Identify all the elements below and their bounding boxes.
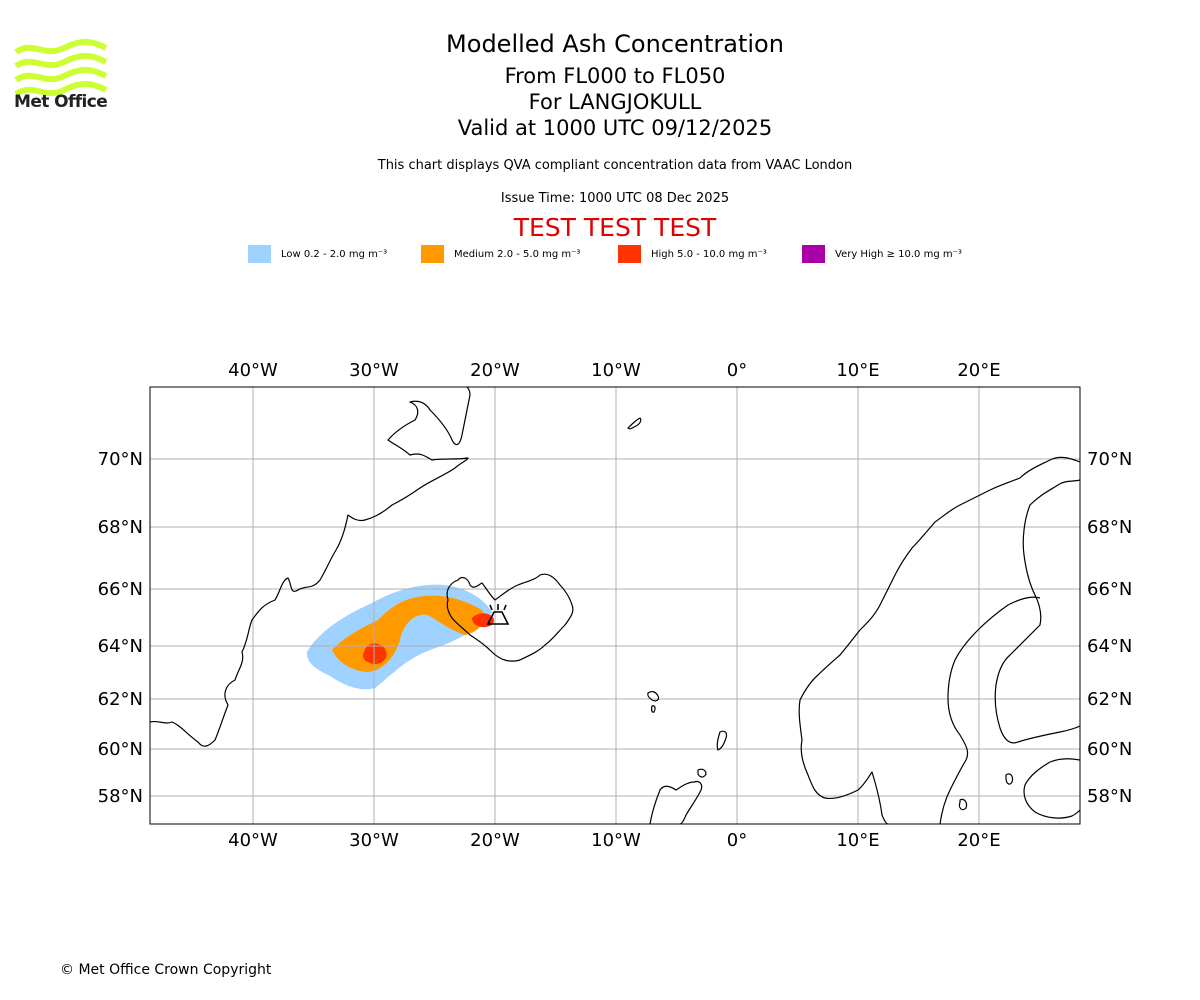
legend-label-low: Low 0.2 - 2.0 mg m⁻³ [281, 248, 388, 260]
lon-labels-bottom: 40°W 30°W 20°W 10°W 0° 10°E 20°E [228, 830, 1000, 851]
lat-label: 58°N [1087, 786, 1132, 807]
lon-label: 40°W [228, 830, 278, 851]
legend-swatch-medium [421, 245, 444, 263]
met-office-logo [14, 39, 108, 97]
lon-label: 10°E [836, 830, 879, 851]
lat-label: 66°N [98, 579, 143, 600]
volcano-name: For LANGJOKULL [528, 90, 702, 114]
lon-label: 20°W [470, 360, 520, 381]
legend-item-medium: Medium 2.0 - 5.0 mg m⁻³ [421, 244, 580, 264]
lat-label: 66°N [1087, 579, 1132, 600]
baltic-coastline [1023, 758, 1080, 819]
legend-label-medium: Medium 2.0 - 5.0 mg m⁻³ [454, 248, 581, 260]
legend-swatch-very-high [802, 245, 825, 263]
lon-label: 20°E [957, 830, 1000, 851]
lat-label: 60°N [1087, 739, 1132, 760]
valid-time: Valid at 1000 UTC 09/12/2025 [457, 116, 773, 140]
sweden-finland-coastline [994, 479, 1080, 744]
legend-swatch-high [618, 245, 641, 263]
greenland-coastline [150, 387, 471, 747]
lon-label: 40°W [228, 360, 278, 381]
chart-description: This chart displays QVA compliant concen… [377, 158, 853, 173]
legend-swatch-low [248, 245, 271, 263]
lon-label: 0° [727, 360, 747, 381]
map-gridlines [150, 387, 1080, 824]
orkney-coastline [697, 768, 707, 778]
lat-labels-left: 70°N 68°N 66°N 64°N 62°N 60°N 58°N [98, 449, 143, 807]
legend-label-high: High 5.0 - 10.0 mg m⁻³ [651, 248, 767, 260]
lat-label: 70°N [1087, 449, 1132, 470]
ash-high-area-west [363, 643, 387, 665]
shetland-coastline [716, 730, 728, 751]
danish-coastline [958, 798, 968, 811]
gotland-coastline [1005, 773, 1014, 785]
lon-label: 10°E [836, 360, 879, 381]
bothnia-coastline [939, 596, 1041, 824]
lon-label: 20°W [470, 830, 520, 851]
chart-title: Modelled Ash Concentration [446, 30, 784, 58]
lat-label: 68°N [1087, 517, 1132, 538]
copyright-notice: © Met Office Crown Copyright [60, 962, 272, 978]
lon-label: 0° [727, 830, 747, 851]
lat-label: 58°N [98, 786, 143, 807]
legend-item-high: High 5.0 - 10.0 mg m⁻³ [618, 244, 767, 264]
lat-label: 62°N [1087, 689, 1132, 710]
lon-label: 30°W [349, 830, 399, 851]
lon-label: 30°W [349, 360, 399, 381]
lon-label: 10°W [591, 360, 641, 381]
lat-label: 70°N [98, 449, 143, 470]
lat-labels-right: 70°N 68°N 66°N 64°N 62°N 60°N 58°N [1087, 449, 1132, 807]
lat-label: 64°N [1087, 636, 1132, 657]
map-frame [149, 386, 1081, 825]
map-frame-background [150, 387, 1080, 824]
faroe-islands-coastline [647, 690, 660, 713]
legend-item-low: Low 0.2 - 2.0 mg m⁻³ [248, 244, 387, 264]
scotland-coastline [649, 780, 703, 824]
norway-sweden-coastline [798, 456, 1080, 824]
lat-label: 62°N [98, 689, 143, 710]
legend-label-very-high: Very High ≥ 10.0 mg m⁻³ [835, 248, 962, 260]
issue-time: Issue Time: 1000 UTC 08 Dec 2025 [500, 191, 730, 206]
lon-label: 20°E [957, 360, 1000, 381]
iceland-coastline [446, 573, 574, 662]
legend-item-very-high: Very High ≥ 10.0 mg m⁻³ [802, 244, 962, 264]
lat-label: 64°N [98, 636, 143, 657]
volcano-icon [486, 604, 510, 625]
jan-mayen-coastline [627, 417, 642, 430]
logo-text: Met Office [14, 92, 108, 112]
lat-label: 68°N [98, 517, 143, 538]
lon-labels-top: 40°W 30°W 20°W 10°W 0° 10°E 20°E [228, 360, 1000, 381]
flight-level-range: From FL000 to FL050 [504, 64, 726, 88]
lat-label: 60°N [98, 739, 143, 760]
lon-label: 10°W [591, 830, 641, 851]
test-banner: TEST TEST TEST [513, 213, 717, 242]
